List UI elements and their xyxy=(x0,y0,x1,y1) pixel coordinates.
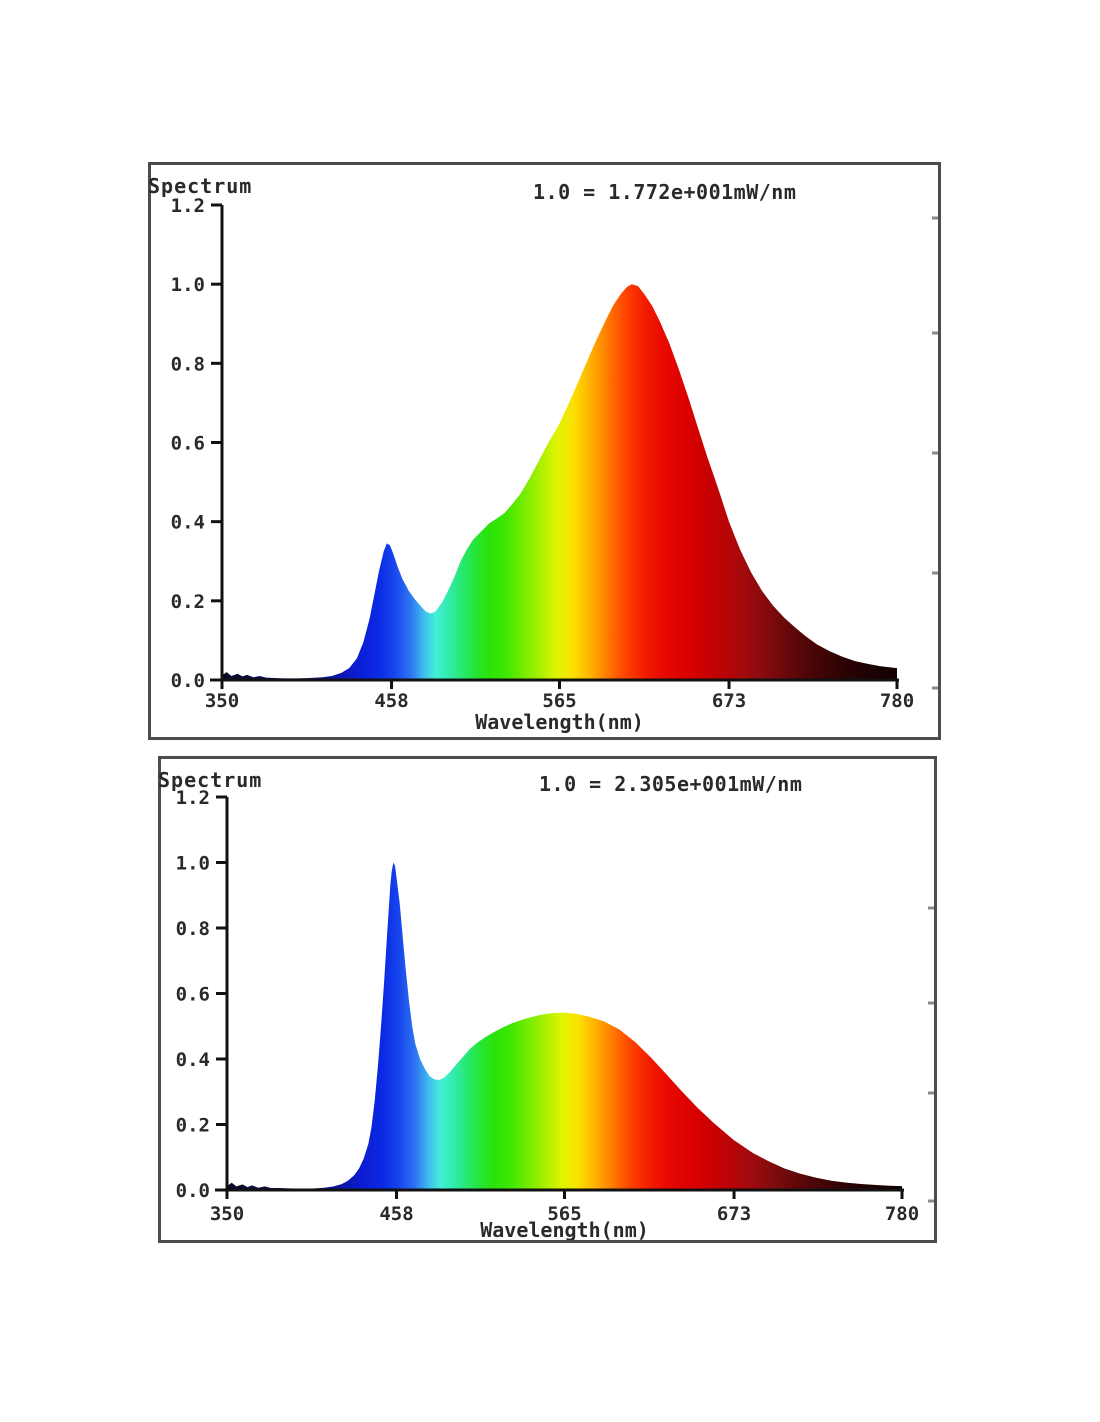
y-tick-label: 0.2 xyxy=(176,1115,210,1137)
y-tick-label: 0.0 xyxy=(176,1180,210,1202)
y-tick-label: 1.0 xyxy=(176,853,210,875)
scale-note: 1.0 = 2.305e+001mW/nm xyxy=(539,772,803,796)
spectral-power-area xyxy=(222,284,897,680)
x-tick-label: 350 xyxy=(210,1203,244,1225)
scale-note: 1.0 = 1.772e+001mW/nm xyxy=(533,180,797,204)
y-tick-label: 0.6 xyxy=(176,984,210,1006)
x-tick-label: 780 xyxy=(880,690,914,712)
x-tick-label: 350 xyxy=(205,690,239,712)
y-tick-label: 0.0 xyxy=(171,670,205,692)
y-tick-label: 0.6 xyxy=(171,433,205,455)
x-tick-label: 565 xyxy=(542,690,576,712)
y-tick-label: 0.4 xyxy=(176,1049,210,1071)
y-tick-label: 1.0 xyxy=(171,274,205,296)
chart-title: Spectrum xyxy=(158,768,263,792)
spectrum-chart-cool-white: Spectrum 1.0 = 2.305e+001mW/nm 1.2 1.0 0.8… xyxy=(158,756,937,1243)
y-tick-label: 1.2 xyxy=(176,787,210,809)
spectrum-chart-warm-white: Spectrum 1.0 = 1.772e+001mW/nm 1.2 1.0 0.8… xyxy=(148,162,941,740)
y-tick-label: 0.8 xyxy=(176,918,210,940)
y-tick-label: 0.4 xyxy=(171,512,205,534)
x-tick-label: 673 xyxy=(717,1203,751,1225)
x-tick-label: 780 xyxy=(885,1203,919,1225)
x-tick-label: 673 xyxy=(712,690,746,712)
x-tick-label: 458 xyxy=(374,690,408,712)
x-axis-label: Wavelength(nm) xyxy=(475,710,644,734)
x-tick-label: 565 xyxy=(547,1203,581,1225)
x-axis-label: Wavelength(nm) xyxy=(480,1218,649,1240)
x-tick-label: 458 xyxy=(379,1203,413,1225)
chart-title: Spectrum xyxy=(148,174,253,198)
y-tick-label: 1.2 xyxy=(171,195,205,217)
y-tick-label: 0.2 xyxy=(171,591,205,613)
y-tick-label: 0.8 xyxy=(171,353,205,375)
spectral-power-area xyxy=(227,862,902,1190)
